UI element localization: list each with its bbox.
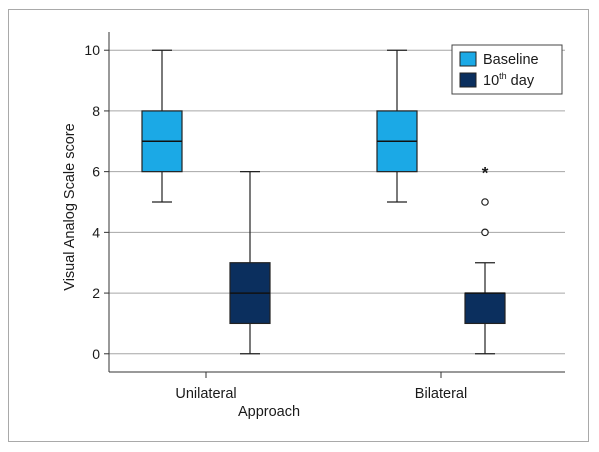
box-plot-chart: 0 2 4 6 8 10 Unilateral Bilateral * Baseline 10t… bbox=[62, 32, 565, 420]
axes: 0 2 4 6 8 10 Unilateral Bilateral bbox=[84, 32, 565, 402]
boxes: * bbox=[141, 49, 506, 355]
x-tick-label: Unilateral bbox=[175, 386, 236, 402]
legend-label: Baseline bbox=[483, 52, 539, 68]
x-tick-label: Bilateral bbox=[415, 386, 467, 402]
y-tick-label: 2 bbox=[92, 285, 100, 301]
outlier-point bbox=[481, 198, 489, 206]
legend: Baseline 10th day bbox=[451, 44, 563, 95]
y-tick-label: 8 bbox=[92, 103, 100, 119]
x-axis-label: Approach bbox=[238, 404, 300, 420]
outlier-point bbox=[481, 228, 489, 237]
legend-label: 10th day bbox=[483, 71, 535, 89]
box bbox=[464, 292, 506, 325]
chart-frame: 0 2 4 6 8 10 Unilateral Bilateral * Baseline 10t… bbox=[8, 9, 589, 442]
legend-swatch bbox=[459, 72, 477, 88]
y-tick-label: 6 bbox=[92, 164, 100, 180]
extreme-outlier-point: * bbox=[482, 164, 489, 183]
y-tick-label: 0 bbox=[92, 346, 100, 362]
y-tick-label: 10 bbox=[84, 42, 100, 58]
legend-swatch bbox=[459, 51, 477, 67]
y-tick-label: 4 bbox=[92, 224, 100, 240]
y-axis-label: Visual Analog Scale score bbox=[62, 123, 78, 290]
